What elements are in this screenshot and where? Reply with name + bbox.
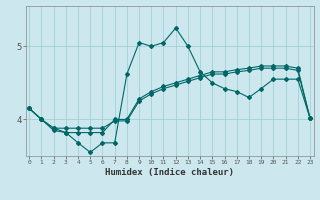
X-axis label: Humidex (Indice chaleur): Humidex (Indice chaleur): [105, 168, 234, 177]
